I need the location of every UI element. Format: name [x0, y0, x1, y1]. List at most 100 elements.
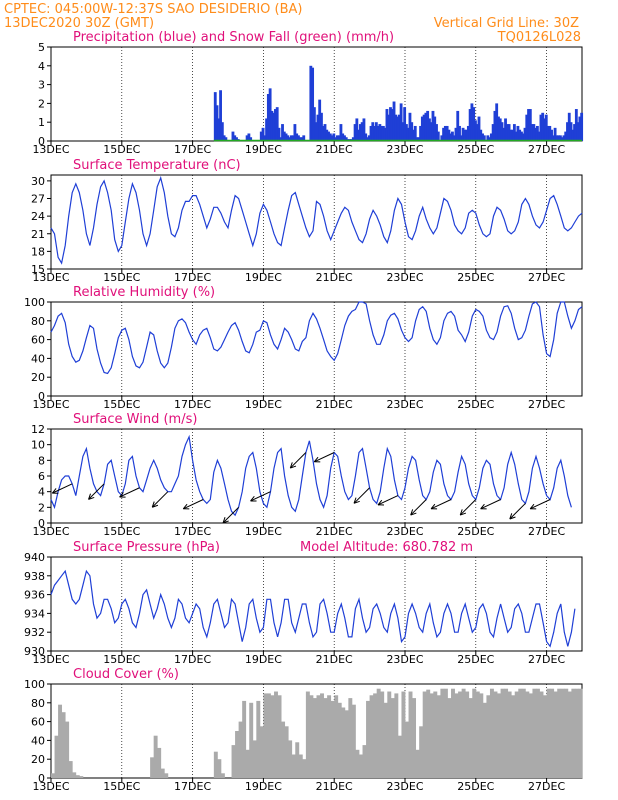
precip-bar	[541, 112, 545, 141]
cloud-bar	[557, 688, 562, 778]
cloud-bar	[217, 759, 222, 778]
precip-bar	[235, 137, 238, 141]
precip-bar	[521, 133, 525, 141]
precip-bar	[523, 127, 527, 141]
cloud-bar	[543, 695, 547, 778]
rh-x-tick-label: 23DEC	[386, 398, 423, 411]
precip-bar	[291, 135, 295, 141]
cloud-bar	[482, 702, 487, 778]
precip-bar	[281, 124, 284, 141]
cloud-bar	[479, 693, 484, 778]
precip-bar	[454, 127, 458, 141]
wind-arrow	[151, 491, 169, 508]
rh-y-tick-label: 60	[31, 334, 45, 347]
cloud-bar	[458, 691, 463, 778]
cloud-bar	[366, 700, 370, 778]
pressure-y-tick-label: 930	[24, 645, 45, 658]
precip-bar	[562, 135, 566, 141]
precip-bar	[443, 125, 447, 141]
cloud-bar	[351, 704, 356, 778]
precip-bar	[546, 125, 550, 141]
cloud-bar	[288, 740, 293, 778]
cloud-bar	[249, 702, 254, 778]
wind-arrow-head	[88, 493, 91, 500]
cloud-bar	[560, 688, 565, 778]
wind-arrow-head	[88, 496, 95, 500]
precip-bar	[567, 112, 571, 141]
wind-arrow-head	[289, 462, 293, 469]
cloud-bar	[539, 691, 544, 778]
precip-bar	[530, 124, 534, 141]
precip-bar	[449, 133, 453, 141]
precip-bar	[440, 135, 444, 141]
precip-bar	[551, 135, 555, 141]
precip-bar	[544, 114, 548, 141]
cloud-bar	[337, 702, 342, 778]
cloud-bar	[507, 691, 512, 778]
precip-bar	[527, 109, 530, 141]
header-code: TQ0126L028	[497, 30, 581, 45]
precip-bar	[504, 118, 507, 141]
cloud-bar	[422, 691, 427, 778]
precip-bar	[436, 131, 440, 141]
cloud-bar	[79, 776, 84, 778]
precip-bar	[488, 137, 492, 141]
cloud-bar	[68, 761, 73, 778]
cloud-y-tick-label: 0	[38, 772, 45, 785]
wind-arrow-head	[353, 497, 357, 504]
precip-bar	[385, 109, 389, 141]
wind-arrow-head	[353, 500, 360, 504]
precip-bar	[344, 137, 348, 141]
precip-bar	[373, 125, 376, 141]
pressure-y-tick-label: 936	[24, 589, 45, 602]
wind-x-tick-label: 19DEC	[245, 525, 282, 538]
precip-bar	[268, 88, 272, 141]
pressure-x-tick-label: 13DEC	[32, 653, 69, 666]
cloud-bar	[157, 747, 162, 778]
rh-x-tick-label: 25DEC	[457, 398, 494, 411]
wind-title: Surface Wind (m/s)	[73, 412, 197, 427]
precip-bar	[282, 131, 286, 141]
precip-bar	[539, 114, 543, 141]
cloud-bar	[574, 688, 579, 778]
cloud-bar	[564, 688, 569, 778]
cloud-bar	[489, 688, 494, 778]
pressure-y-tick-label: 940	[24, 551, 45, 564]
precip-bar	[560, 137, 564, 141]
precip-x-tick-label: 17DEC	[174, 143, 211, 156]
wind-arrow-head	[290, 465, 297, 469]
precip-bar	[215, 105, 219, 141]
precip-bar	[410, 122, 414, 141]
precip-bar	[408, 112, 412, 141]
precip-bar	[279, 137, 283, 141]
cloud-bar	[415, 749, 420, 778]
precip-bar	[341, 133, 345, 141]
wind-arrow-head	[529, 503, 535, 510]
wind-arrow	[529, 499, 551, 510]
precip-bar	[415, 137, 419, 141]
precip-bar	[298, 137, 302, 141]
cloud-bar	[525, 691, 530, 778]
precip-bar	[458, 125, 461, 141]
wind-arrow	[509, 503, 526, 520]
precip-bar	[505, 124, 509, 141]
precip-bar	[274, 109, 277, 141]
cloud-bar	[571, 688, 576, 778]
cloud-bar	[447, 698, 452, 778]
cloud-bar	[429, 693, 434, 778]
precip-bar	[479, 129, 483, 141]
cloud-bar	[61, 712, 66, 778]
precip-bar	[217, 118, 221, 141]
precip-bar	[295, 133, 299, 141]
cloud-bar	[355, 749, 360, 778]
precip-bar	[465, 129, 469, 141]
pressure-x-tick-label: 23DEC	[386, 653, 423, 666]
wind-y-tick-label: 2	[38, 501, 45, 514]
wind-x-tick-label: 25DEC	[457, 525, 494, 538]
precip-bar	[406, 127, 410, 141]
temp-y-tick-label: 15	[31, 263, 45, 276]
rh-title: Relative Humidity (%)	[73, 285, 215, 300]
precip-bar	[472, 107, 476, 141]
precip-bar	[548, 125, 552, 141]
cloud-bar	[65, 721, 70, 778]
